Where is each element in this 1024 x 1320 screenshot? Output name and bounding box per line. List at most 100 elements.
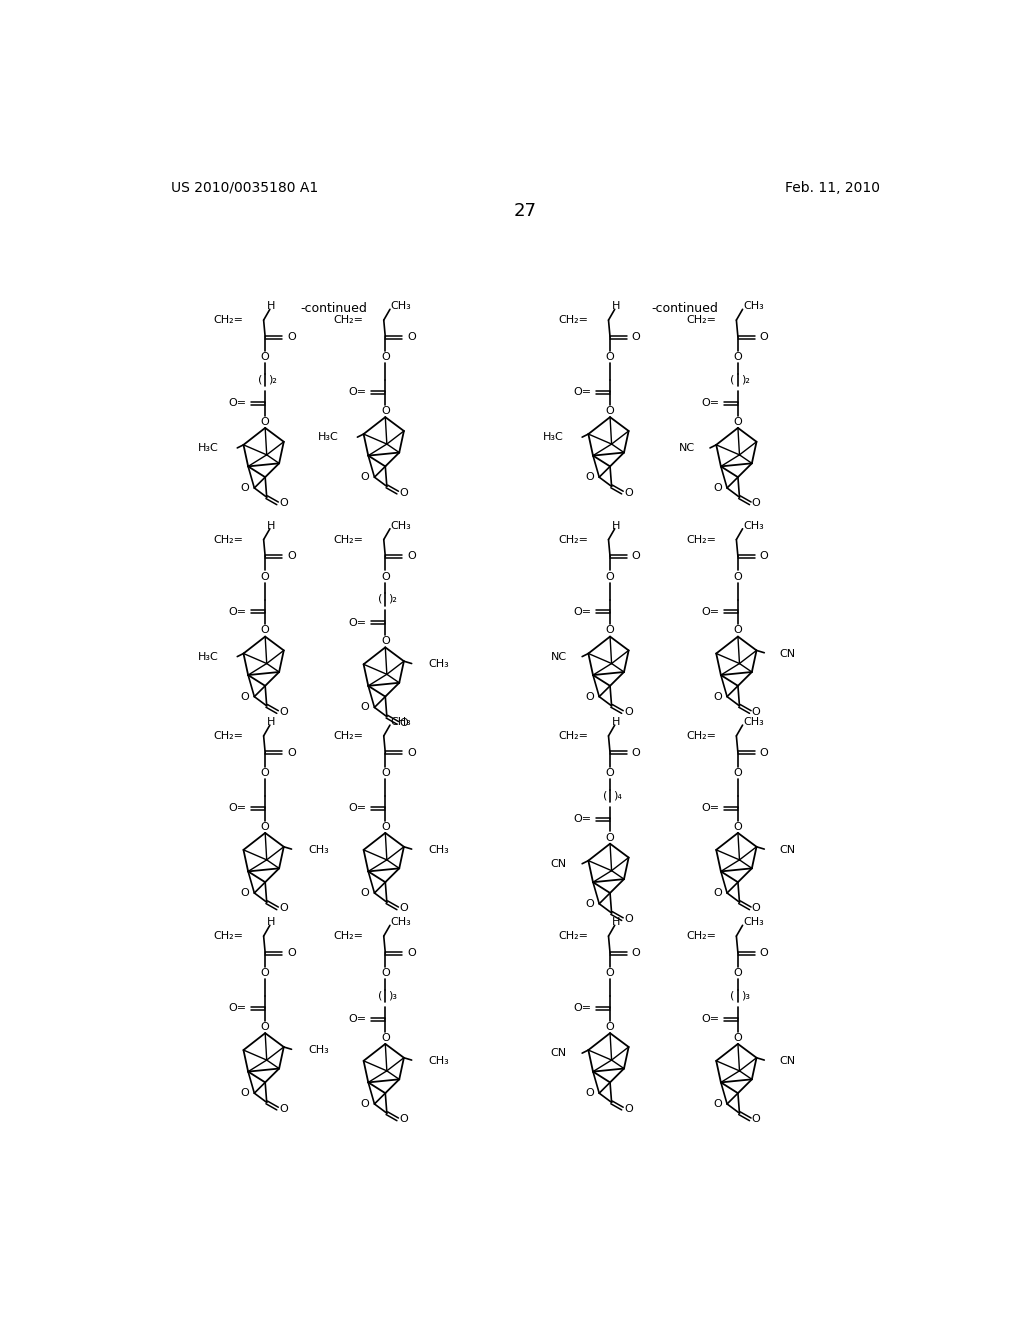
Text: O: O: [407, 552, 416, 561]
Text: O: O: [733, 1032, 742, 1043]
Text: H: H: [267, 717, 275, 727]
Text: H: H: [267, 917, 275, 927]
Text: O: O: [605, 626, 614, 635]
Text: O: O: [713, 483, 722, 492]
Text: CN: CN: [779, 648, 796, 659]
Text: O=: O=: [701, 1014, 719, 1024]
Text: O: O: [733, 417, 742, 426]
Text: CN: CN: [779, 1056, 796, 1065]
Text: O=: O=: [701, 804, 719, 813]
Text: CH₂=: CH₂=: [213, 315, 244, 325]
Text: O: O: [261, 822, 269, 832]
Text: O: O: [360, 1100, 369, 1109]
Text: O: O: [261, 968, 269, 978]
Text: O: O: [605, 572, 614, 582]
Text: )₄: )₄: [613, 791, 622, 800]
Text: O: O: [261, 417, 269, 426]
Text: O=: O=: [573, 388, 592, 397]
Text: O: O: [381, 822, 390, 832]
Text: O: O: [733, 822, 742, 832]
Text: O=: O=: [573, 814, 592, 824]
Text: O: O: [760, 552, 768, 561]
Text: Feb. 11, 2010: Feb. 11, 2010: [784, 181, 880, 194]
Text: CH₂=: CH₂=: [213, 931, 244, 941]
Text: O: O: [280, 1104, 288, 1114]
Text: O: O: [624, 1104, 633, 1114]
Text: H₃C: H₃C: [543, 432, 563, 442]
Text: O=: O=: [348, 618, 367, 628]
Text: O: O: [280, 903, 288, 913]
Text: O: O: [381, 968, 390, 978]
Text: CH₃: CH₃: [390, 301, 412, 312]
Text: O: O: [760, 333, 768, 342]
Text: O: O: [585, 473, 594, 482]
Text: CH₃: CH₃: [743, 717, 764, 727]
Text: O: O: [381, 407, 390, 416]
Text: O: O: [624, 487, 633, 498]
Text: NC: NC: [678, 444, 694, 453]
Text: H: H: [267, 301, 275, 312]
Text: O=: O=: [228, 1003, 247, 1014]
Text: CH₂=: CH₂=: [686, 535, 716, 545]
Text: CH₂=: CH₂=: [686, 315, 716, 325]
Text: )₂: )₂: [268, 375, 278, 384]
Text: H₃C: H₃C: [318, 432, 339, 442]
Text: CH₃: CH₃: [308, 1045, 330, 1055]
Text: O: O: [605, 1022, 614, 1032]
Text: CN: CN: [551, 1048, 566, 1059]
Text: CH₃: CH₃: [429, 659, 450, 669]
Text: (: (: [602, 791, 607, 800]
Text: )₃: )₃: [741, 990, 750, 1001]
Text: O: O: [360, 702, 369, 713]
Text: H₃C: H₃C: [198, 444, 219, 453]
Text: O: O: [713, 692, 722, 702]
Text: CH₂=: CH₂=: [213, 535, 244, 545]
Text: O: O: [287, 552, 296, 561]
Text: CN: CN: [779, 845, 796, 855]
Text: O: O: [733, 768, 742, 777]
Text: (: (: [378, 990, 382, 1001]
Text: CH₃: CH₃: [429, 1056, 450, 1065]
Text: H₃C: H₃C: [198, 652, 219, 661]
Text: O: O: [261, 768, 269, 777]
Text: CH₃: CH₃: [743, 917, 764, 927]
Text: O: O: [585, 1088, 594, 1098]
Text: H: H: [612, 520, 621, 531]
Text: O: O: [632, 948, 640, 958]
Text: CH₃: CH₃: [743, 301, 764, 312]
Text: H: H: [612, 917, 621, 927]
Text: O: O: [399, 1114, 408, 1125]
Text: O: O: [287, 948, 296, 958]
Text: H: H: [612, 717, 621, 727]
Text: O: O: [399, 903, 408, 913]
Text: O: O: [261, 352, 269, 362]
Text: O=: O=: [573, 1003, 592, 1014]
Text: (: (: [730, 990, 735, 1001]
Text: O: O: [713, 888, 722, 898]
Text: 27: 27: [513, 202, 537, 219]
Text: O: O: [407, 948, 416, 958]
Text: O: O: [760, 948, 768, 958]
Text: O: O: [241, 1088, 249, 1098]
Text: CH₃: CH₃: [743, 520, 764, 531]
Text: CN: CN: [551, 859, 566, 869]
Text: NC: NC: [551, 652, 566, 661]
Text: O: O: [713, 1100, 722, 1109]
Text: O: O: [733, 968, 742, 978]
Text: CH₂=: CH₂=: [334, 731, 364, 741]
Text: H: H: [612, 301, 621, 312]
Text: CH₂=: CH₂=: [334, 931, 364, 941]
Text: O: O: [280, 708, 288, 717]
Text: O: O: [632, 333, 640, 342]
Text: O: O: [241, 888, 249, 898]
Text: O: O: [760, 748, 768, 758]
Text: CH₂=: CH₂=: [686, 731, 716, 741]
Text: O: O: [605, 968, 614, 978]
Text: O: O: [381, 572, 390, 582]
Text: O: O: [733, 352, 742, 362]
Text: O: O: [241, 483, 249, 492]
Text: CH₂=: CH₂=: [334, 315, 364, 325]
Text: CH₂=: CH₂=: [686, 931, 716, 941]
Text: O: O: [632, 552, 640, 561]
Text: O: O: [605, 407, 614, 416]
